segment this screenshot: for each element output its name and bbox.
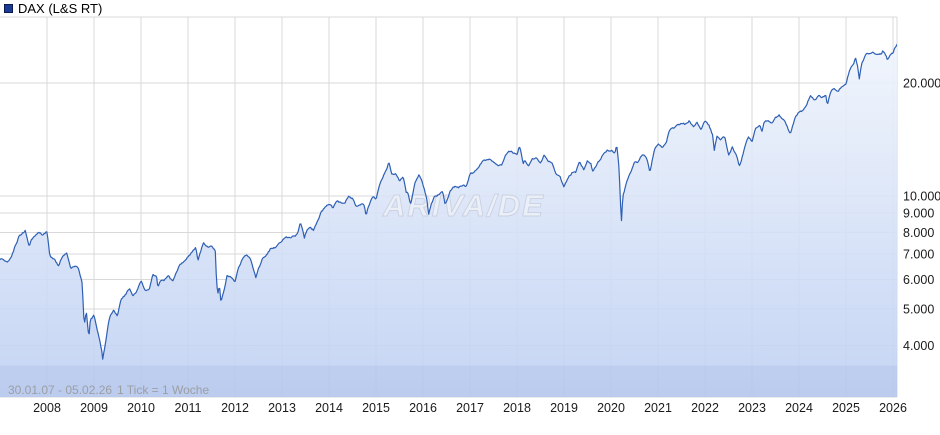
- status-tick-info: 1 Tick = 1 Woche: [117, 383, 209, 397]
- x-axis-label: 2024: [785, 401, 813, 415]
- chart-header: DAX (L&S RT): [4, 1, 102, 16]
- status-date-range: 30.01.07 - 05.02.26: [8, 383, 112, 397]
- x-axis-label: 2015: [362, 401, 390, 415]
- y-axis-label: 10.000: [903, 190, 940, 204]
- x-axis-label: 2018: [503, 401, 531, 415]
- x-axis-label: 2021: [644, 401, 672, 415]
- x-axis-label: 2013: [268, 401, 296, 415]
- x-axis-label: 2017: [456, 401, 484, 415]
- price-line: [0, 43, 897, 360]
- x-axis-label: 2023: [738, 401, 766, 415]
- y-axis-label: 5.000: [903, 303, 934, 317]
- x-axis-label: 2020: [597, 401, 625, 415]
- x-axis-label: 2009: [80, 401, 108, 415]
- x-axis-label: 2022: [691, 401, 719, 415]
- x-axis-label: 2012: [221, 401, 249, 415]
- x-axis-label: 2014: [315, 401, 343, 415]
- x-axis-label: 2026: [879, 401, 907, 415]
- y-axis-label: 9.000: [903, 207, 934, 221]
- y-axis-label: 8.000: [903, 226, 934, 240]
- y-axis-label: 6.000: [903, 273, 934, 287]
- x-axis-label: 2010: [127, 401, 155, 415]
- x-axis-label: 2011: [175, 401, 202, 415]
- x-axis-label: 2025: [832, 401, 860, 415]
- x-axis-label: 2008: [33, 401, 61, 415]
- x-axis-label: 2016: [409, 401, 437, 415]
- legend-square-icon: [4, 4, 13, 13]
- y-axis-label: 7.000: [903, 248, 934, 262]
- chart-title: DAX (L&S RT): [18, 1, 103, 16]
- x-axis-label: 2019: [550, 401, 578, 415]
- y-axis-label: 20.000: [903, 77, 940, 91]
- date-band: [0, 366, 897, 397]
- area-fill: [0, 44, 897, 397]
- y-axis-label: 4.000: [903, 339, 934, 353]
- watermark-text: ARIVA/DE: [382, 188, 545, 223]
